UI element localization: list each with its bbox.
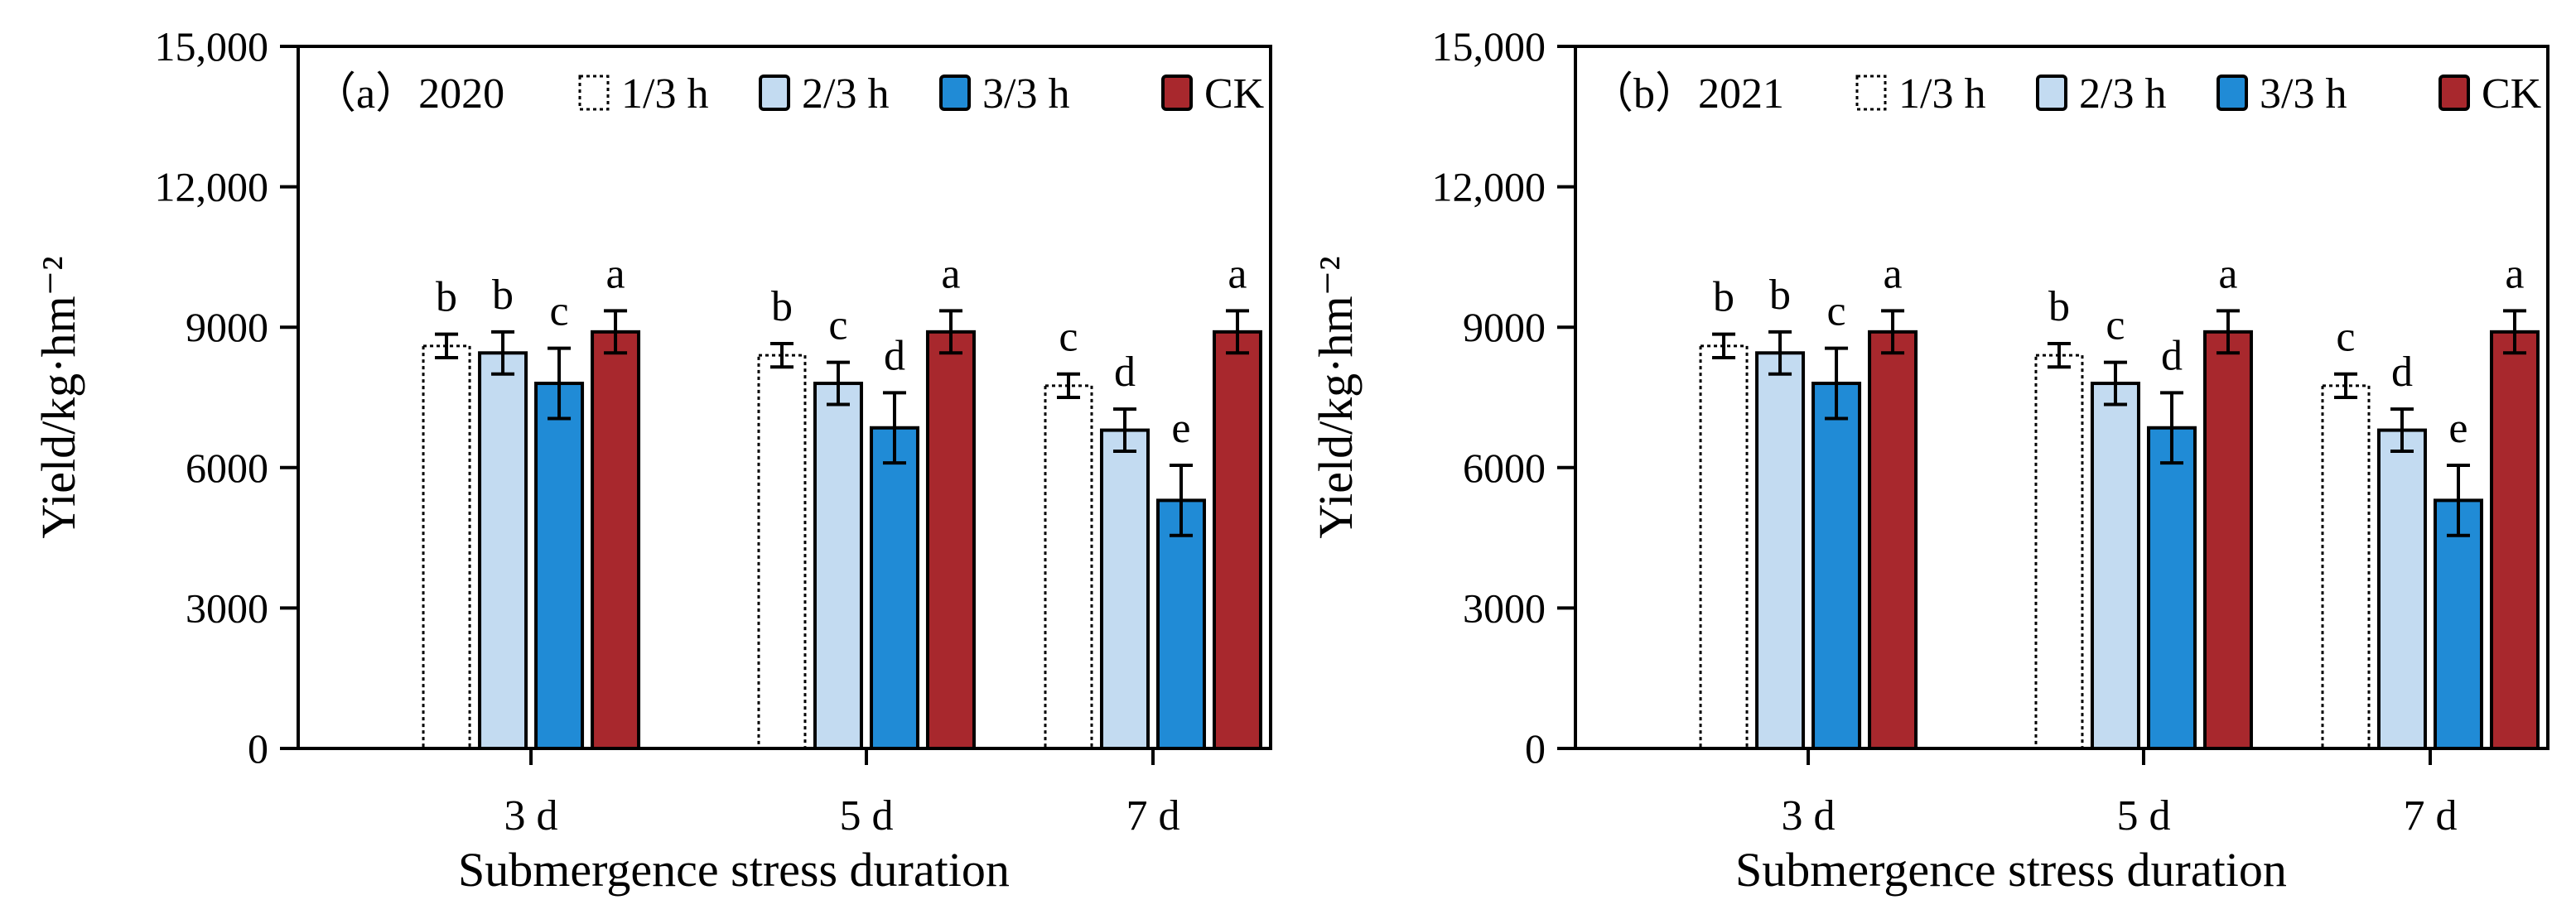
y-tick-label: 9000: [1463, 304, 1546, 350]
significance-letter: a: [1228, 250, 1247, 297]
significance-letter: e: [1171, 405, 1190, 452]
significance-letter: d: [884, 332, 905, 379]
bar-CK-7d: [2489, 330, 2540, 750]
x-tick-label: 3 d: [1782, 792, 1836, 840]
bar-2-3h-7d: [2376, 428, 2427, 750]
significance-letter: a: [606, 250, 625, 297]
y-tick-label: 9000: [186, 304, 268, 350]
y-tick-label: 12,000: [1432, 164, 1546, 210]
significance-letter: c: [2336, 314, 2355, 361]
legend-label: 1/3 h: [1898, 70, 1985, 118]
x-tick-label: 7 d: [2403, 792, 2457, 840]
legend-label: 2/3 h: [2079, 70, 2166, 118]
legend-swatch-3-3h: [939, 75, 971, 111]
bar-1-3h-7d: [2321, 384, 2371, 750]
legend-label: 1/3 h: [621, 70, 708, 118]
significance-letter: b: [436, 274, 457, 321]
legend-swatch-2-3h: [759, 75, 790, 111]
significance-letter: c: [1827, 288, 1846, 335]
legend-swatch-1-3h: [578, 75, 610, 111]
bar-1-3h-3d: [422, 344, 471, 750]
x-axis-title: Submergence stress duration: [458, 843, 1010, 897]
bar-2-3h-3d: [478, 351, 528, 750]
y-tick-label: 12,000: [155, 164, 269, 210]
x-tick-label: 5 d: [2116, 792, 2170, 840]
y-tick-label: 0: [1525, 725, 1546, 772]
legend-swatch-CK: [1161, 75, 1193, 111]
bar-3-3h-3d: [1811, 382, 1862, 750]
legend-swatch-3-3h: [2217, 75, 2248, 111]
bar-3-3h-5d: [869, 426, 919, 750]
legend-swatch-1-3h: [1855, 75, 1887, 111]
bar-CK-3d: [591, 330, 641, 750]
y-tick-label: 3000: [186, 585, 268, 631]
legend-label: 3/3 h: [982, 70, 1069, 118]
significance-letter: a: [1884, 250, 1903, 297]
significance-letter: b: [1713, 274, 1734, 321]
significance-letter: a: [2218, 250, 2237, 297]
significance-letter: b: [1769, 272, 1791, 319]
bar-CK-5d: [2202, 330, 2253, 750]
y-tick-label: 6000: [1463, 445, 1546, 491]
bar-3-3h-5d: [2146, 426, 2197, 750]
plot-frame: [1574, 45, 2549, 750]
y-tick-label: 3000: [1463, 585, 1546, 631]
significance-letter: b: [771, 283, 793, 330]
significance-letter: c: [1059, 314, 1078, 361]
bar-3-3h-7d: [2433, 498, 2483, 751]
legend-label: CK: [1204, 70, 1265, 118]
bar-2-3h-3d: [1755, 351, 1806, 750]
bar-CK-5d: [925, 330, 976, 750]
significance-letter: c: [2106, 302, 2125, 349]
legend-swatch-CK: [2439, 75, 2470, 111]
y-tick-label: 15,000: [155, 23, 269, 70]
y-tick-label: 0: [248, 725, 268, 772]
plot-frame: [297, 45, 1272, 750]
x-axis-title: Submergence stress duration: [1735, 843, 2287, 897]
significance-letter: c: [550, 288, 569, 335]
panel-label: （b）2021: [1590, 70, 1784, 118]
significance-letter: b: [2048, 283, 2070, 330]
y-axis-title: Yield/kg·hm⁻²: [1309, 256, 1363, 538]
legend-swatch-2-3h: [2036, 75, 2067, 111]
x-tick-label: 3 d: [504, 792, 558, 840]
significance-letter: e: [2448, 405, 2467, 452]
bar-1-3h-5d: [2034, 354, 2084, 750]
bar-CK-3d: [1868, 330, 1918, 750]
y-tick-label: 6000: [186, 445, 268, 491]
legend-label: CK: [2482, 70, 2542, 118]
significance-letter: d: [2161, 332, 2183, 379]
panel-label: （a）2020: [313, 70, 504, 118]
bar-2-3h-7d: [1099, 428, 1150, 750]
legend-label: 2/3 h: [802, 70, 889, 118]
bar-2-3h-5d: [813, 382, 863, 750]
y-tick-label: 15,000: [1432, 23, 1546, 70]
significance-letter: c: [828, 302, 847, 349]
bar-3-3h-7d: [1155, 498, 1206, 751]
bar-2-3h-5d: [2090, 382, 2140, 750]
significance-letter: b: [492, 272, 514, 319]
x-tick-label: 5 d: [839, 792, 893, 840]
bar-CK-7d: [1212, 330, 1262, 750]
x-tick-label: 7 d: [1126, 792, 1179, 840]
y-axis-title: Yield/kg·hm⁻²: [31, 256, 85, 538]
bar-1-3h-5d: [757, 354, 807, 750]
significance-letter: d: [2391, 349, 2413, 396]
bar-1-3h-3d: [1699, 344, 1749, 750]
significance-letter: a: [2505, 250, 2524, 297]
legend-label: 3/3 h: [2260, 70, 2347, 118]
bar-3-3h-3d: [534, 382, 585, 750]
bar-1-3h-7d: [1044, 384, 1093, 750]
significance-letter: a: [941, 250, 960, 297]
significance-letter: d: [1114, 349, 1136, 396]
